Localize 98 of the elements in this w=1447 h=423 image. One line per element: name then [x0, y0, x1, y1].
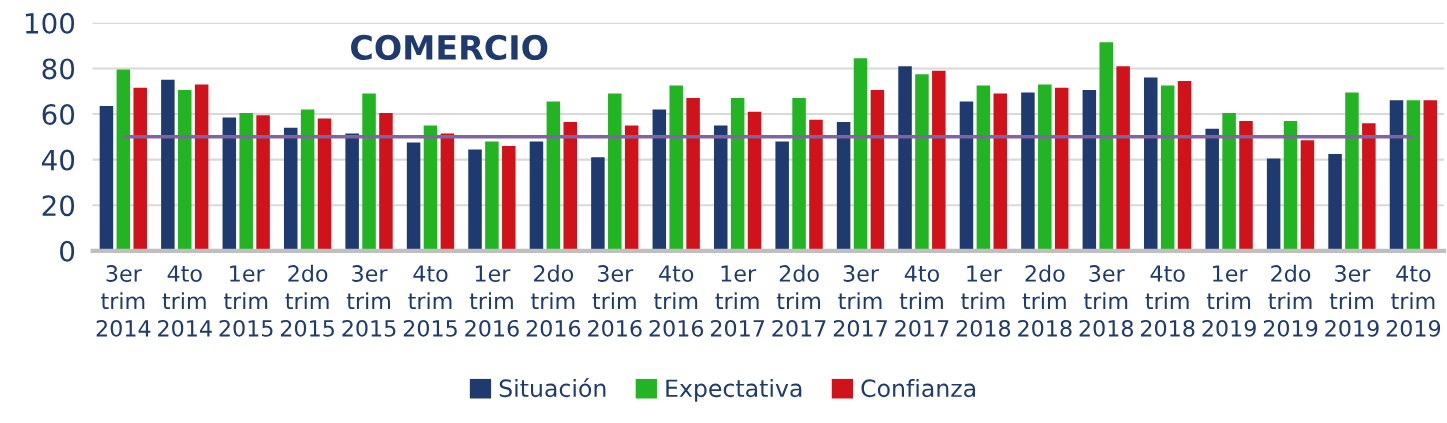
chart-title: COMERCIO	[351, 34, 548, 61]
legend-label: Confianza	[861, 378, 976, 398]
bar	[853, 58, 868, 251]
bar	[1389, 100, 1404, 251]
bar	[1423, 100, 1438, 251]
bar	[809, 119, 823, 251]
bar	[1144, 77, 1158, 251]
bar	[99, 106, 114, 251]
bar	[870, 90, 885, 251]
bar	[624, 125, 639, 251]
bar	[1205, 128, 1219, 251]
bar	[546, 101, 561, 251]
bar	[468, 149, 482, 251]
bar	[222, 117, 237, 251]
bar	[133, 87, 147, 251]
bar	[283, 127, 298, 251]
x-tick-label: 3er trim 2018	[1079, 265, 1133, 337]
bar	[1116, 66, 1130, 251]
legend-label: Situación	[499, 377, 606, 398]
bar	[485, 141, 499, 251]
bar	[563, 122, 577, 251]
bar	[1160, 85, 1175, 251]
bar	[1222, 112, 1236, 251]
x-tick-label: 3er trim 2014	[96, 265, 151, 337]
bar	[730, 98, 745, 251]
bar	[161, 79, 175, 251]
bar	[898, 66, 912, 251]
bar	[406, 142, 421, 251]
x-tick-label: 1er trim 2015	[219, 265, 273, 337]
x-tick-label: 2do trim 2015	[280, 264, 334, 337]
bar	[1239, 120, 1253, 251]
x-tick-label: 3er trim 2016	[588, 265, 642, 337]
y-tick-label: 40	[41, 149, 75, 171]
bar	[775, 141, 789, 251]
bar	[116, 69, 131, 251]
x-tick-label: 2do trim 2017	[772, 264, 826, 337]
bar	[1038, 84, 1052, 251]
x-tick-label: 4to trim 2016	[649, 265, 704, 337]
bar	[713, 125, 728, 251]
bar	[915, 74, 929, 251]
bar	[1266, 158, 1281, 251]
bar	[669, 85, 683, 251]
x-tick-label: 3er trim 2017	[833, 265, 887, 337]
bar	[1054, 87, 1069, 251]
x-tick-label: 3er trim 2015	[342, 265, 396, 337]
bar	[608, 93, 622, 251]
bar	[1300, 140, 1315, 251]
x-tick-label: 2do trim 2019	[1263, 264, 1318, 337]
x-tick-label: 4to trim 2014	[158, 265, 212, 337]
bar	[1345, 92, 1359, 251]
bar	[379, 112, 393, 251]
legend-label: Expectativa	[666, 378, 802, 402]
bar	[194, 84, 209, 251]
bar	[1406, 100, 1421, 251]
bar	[1362, 123, 1376, 251]
bar	[993, 93, 1008, 251]
bar	[178, 90, 192, 251]
x-tick-label: 2do trim 2018	[1018, 264, 1072, 337]
bar	[345, 133, 359, 251]
y-tick-label: 80	[42, 58, 75, 80]
x-tick-label: 2do trim 2016	[526, 264, 581, 337]
bar	[317, 118, 332, 251]
bar	[440, 133, 455, 251]
bar	[502, 145, 516, 251]
bar	[959, 101, 974, 251]
x-tick-label: 4to trim 2018	[1141, 265, 1195, 337]
x-tick-label: 1er trim 2018	[956, 265, 1011, 337]
y-tick-label: 60	[42, 103, 75, 125]
bar	[1082, 90, 1097, 251]
x-tick-label: 4to trim 2015	[403, 265, 457, 337]
bar	[591, 157, 605, 251]
bar	[529, 141, 544, 251]
bar	[423, 125, 438, 251]
x-tick-label: 4to trim 2019	[1386, 265, 1441, 337]
bar	[976, 85, 991, 251]
bar	[932, 70, 946, 251]
bar	[1283, 120, 1298, 251]
x-tick-label: 1er trim 2019	[1202, 265, 1256, 337]
bar	[1177, 80, 1192, 251]
bar	[1099, 42, 1113, 251]
bar	[239, 112, 253, 251]
x-tick-label: 1er trim 2016	[465, 265, 519, 337]
y-tick-label: 100	[25, 12, 75, 34]
bar	[362, 93, 376, 251]
bar	[300, 109, 315, 251]
bar	[747, 111, 762, 251]
bar	[256, 115, 270, 251]
x-tick-label: 4to trim 2017	[895, 265, 949, 337]
y-tick-label: 20	[42, 195, 75, 217]
bar	[1328, 153, 1342, 251]
x-tick-label: 3er trim 2019	[1325, 265, 1379, 337]
bar	[686, 98, 700, 251]
bar	[792, 98, 806, 251]
bar	[1021, 92, 1035, 251]
x-tick-label: 1er trim 2017	[710, 265, 765, 337]
bar	[652, 109, 667, 251]
bar	[836, 122, 851, 251]
y-tick-label: 0	[60, 240, 75, 262]
